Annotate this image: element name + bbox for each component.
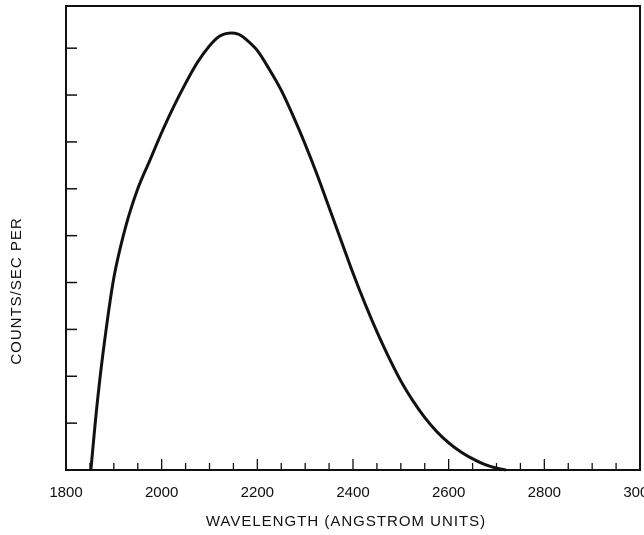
plot-frame <box>65 5 641 471</box>
spectrum-curve <box>89 31 507 472</box>
x-tick-label: 2600 <box>432 484 465 501</box>
x-axis-ticks <box>89 459 617 470</box>
x-tick-label: 3000 <box>623 484 644 501</box>
y-axis-ticks <box>66 47 77 424</box>
x-tick-label: 2400 <box>336 484 369 501</box>
x-tick-label: 2200 <box>241 484 274 501</box>
x-tick-label: 1800 <box>49 484 82 501</box>
x-axis-title: WAVELENGTH (ANGSTROM UNITS) <box>206 513 486 530</box>
x-axis-tick-labels: 1800 2000 2200 2400 2600 2800 3000 <box>49 484 644 501</box>
x-tick-label: 2000 <box>145 484 178 501</box>
y-axis-title: COUNTS/SEC PER <box>8 217 25 364</box>
x-tick-label: 2800 <box>528 484 561 501</box>
